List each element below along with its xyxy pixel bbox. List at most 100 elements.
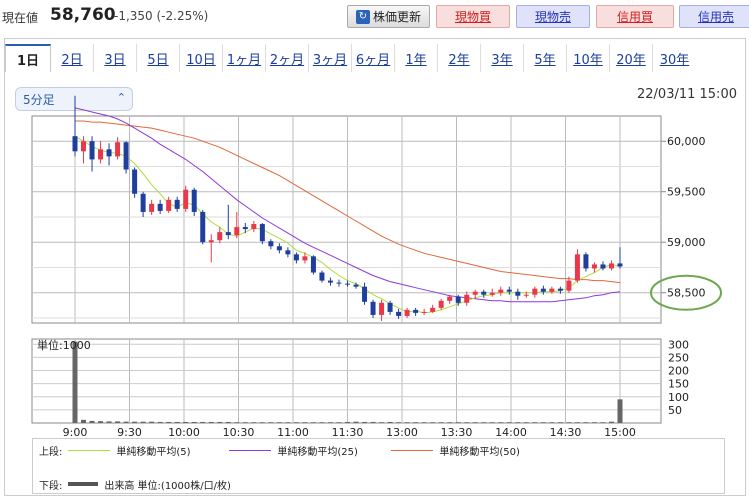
candle-body [115, 142, 121, 157]
volume-bar [174, 421, 180, 423]
x-tick-label: 9:00 [63, 426, 88, 439]
tab-2-days[interactable]: 2日 [51, 44, 94, 72]
volume-bar [566, 422, 572, 423]
margin-sell-button[interactable]: 信用売 [679, 5, 749, 28]
up-candle [430, 304, 436, 313]
volume-bar [208, 421, 214, 423]
tab-1-month[interactable]: 1ヶ月 [223, 44, 266, 72]
candle-body [489, 292, 495, 295]
candle-body [583, 254, 589, 269]
tab-6-months[interactable]: 6ヶ月 [352, 44, 395, 72]
tab-1-day[interactable]: 1日 [5, 44, 51, 72]
candle-body [455, 296, 461, 303]
volume-bars [72, 341, 623, 423]
up-candle [591, 262, 597, 273]
down-candle [583, 252, 589, 272]
candle-body [464, 294, 470, 303]
volume-bar [191, 421, 197, 423]
legend-ma5: 単純移動平均(5) [68, 443, 229, 458]
volume-bar [438, 422, 444, 423]
down-candle [345, 280, 350, 287]
down-candle [259, 223, 265, 245]
down-candle [268, 239, 274, 250]
volume-bar [379, 422, 385, 423]
current-price: 58,760 [50, 5, 116, 25]
current-price-label: 現在値 [2, 11, 39, 25]
margin-buy-button[interactable]: 信用買 [596, 5, 674, 28]
volume-bar [464, 422, 470, 423]
y-tick-label: 58,500 [667, 287, 706, 300]
volume-y-tick-label: 150 [668, 378, 689, 391]
volume-bar [302, 422, 308, 423]
candle-body [549, 288, 555, 292]
y-tick-label: 60,000 [667, 135, 706, 148]
volume-bar [276, 422, 282, 423]
legend-upper-label: 上段: [39, 446, 63, 458]
candle-body [302, 256, 308, 261]
x-tick-label: 14:30 [550, 426, 582, 439]
interval-select[interactable]: 5分足 ⌃ [15, 87, 133, 111]
down-candle [353, 282, 359, 289]
tab-5-years[interactable]: 5年 [524, 44, 567, 72]
up-candle [574, 249, 580, 283]
tab-2-years[interactable]: 2年 [438, 44, 481, 72]
down-candle [396, 308, 402, 319]
tab-3-months[interactable]: 3ヶ月 [309, 44, 352, 72]
down-candle [617, 247, 623, 269]
candle-body [242, 227, 248, 230]
up-candle [234, 211, 240, 239]
y-tick-label: 59,500 [667, 186, 706, 199]
legend-ma50-label: 単純移動平均(50) [439, 446, 520, 458]
down-candle [285, 247, 291, 258]
cash-sell-button[interactable]: 現物売 [516, 5, 590, 28]
down-candle [362, 282, 368, 305]
down-candle [336, 279, 342, 287]
tab-30-years[interactable]: 30年 [659, 52, 690, 68]
volume-y-tick-label: 50 [668, 404, 682, 417]
tab-5-days[interactable]: 5日 [137, 44, 180, 72]
candle-body [523, 294, 529, 296]
legend-ma5-label: 単純移動平均(5) [116, 446, 191, 458]
volume-bar [489, 422, 495, 423]
volume-bar [98, 421, 104, 423]
candle-body [566, 280, 572, 291]
legend-ma25-label: 単純移動平均(25) [277, 446, 358, 458]
down-candle [174, 196, 180, 212]
refresh-price-label: 株価更新 [372, 10, 421, 24]
tab-20-years[interactable]: 20年 [610, 44, 653, 72]
volume-y-tick-label: 100 [668, 391, 689, 404]
volume-bar [157, 421, 163, 423]
candle-body [438, 300, 444, 308]
down-candle [200, 209, 206, 245]
refresh-price-button[interactable]: ↻ 株価更新 [347, 5, 430, 28]
candle-body [379, 302, 385, 315]
cash-buy-button[interactable]: 現物買 [436, 5, 510, 28]
volume-bar [574, 422, 580, 423]
tab-3-years[interactable]: 3年 [481, 44, 524, 72]
legend-lower-label: 下段: [39, 480, 63, 492]
candle-body [600, 264, 606, 269]
down-candle [310, 255, 316, 275]
candle-body [208, 240, 214, 243]
volume-bar [498, 422, 504, 423]
interval-select-value: 5分足 [23, 92, 55, 107]
candle-body [200, 211, 206, 243]
down-candle [327, 277, 333, 286]
up-candle [532, 286, 538, 298]
candle-body [106, 149, 112, 157]
volume-bar [421, 422, 427, 423]
price-header: 現在値 58,760 -1,350 (-2.25%) ↻ 株価更新 現物買 現物… [0, 0, 749, 34]
candle-body [506, 289, 512, 292]
candle-body [608, 263, 614, 269]
tab-1-year[interactable]: 1年 [395, 44, 438, 72]
legend-ma25-swatch [229, 449, 272, 451]
candle-body [276, 246, 282, 251]
tab-10-years[interactable]: 10年 [567, 44, 610, 72]
volume-bar [506, 422, 512, 423]
tab-3-days[interactable]: 3日 [94, 44, 137, 72]
volume-bar [242, 422, 248, 423]
volume-bar [362, 421, 368, 423]
tab-10-days[interactable]: 10日 [180, 44, 223, 72]
tab-2-months[interactable]: 2ヶ月 [266, 44, 309, 72]
